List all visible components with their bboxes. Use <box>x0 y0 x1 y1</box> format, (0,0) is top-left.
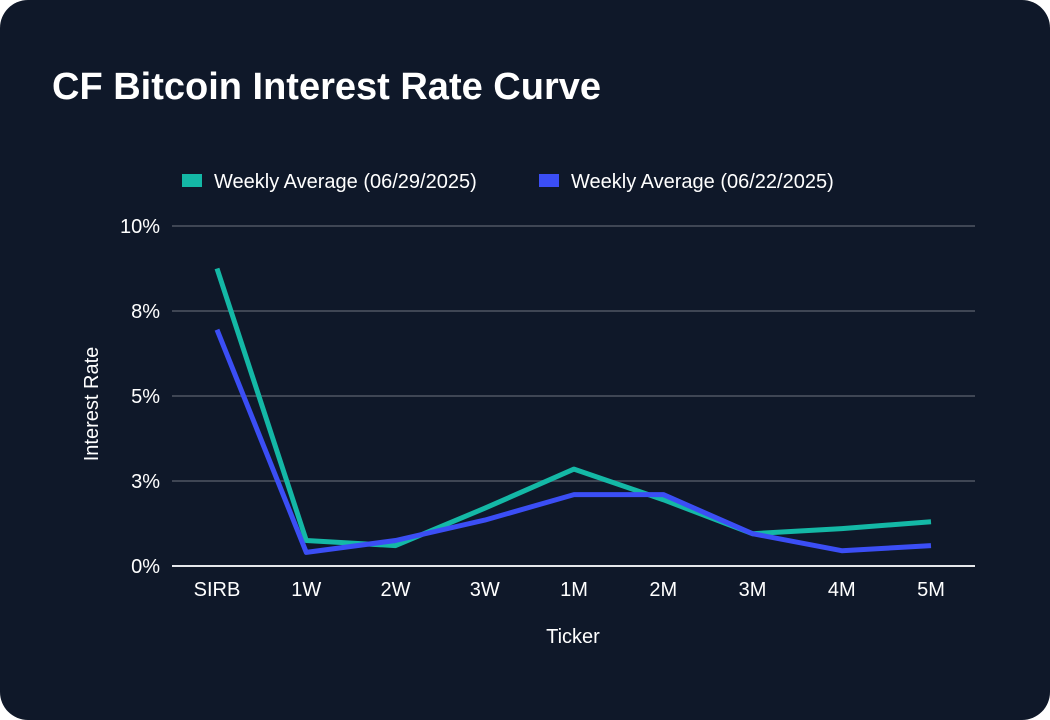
gridlines <box>172 225 975 482</box>
x-tick-label: 3M <box>739 579 767 601</box>
y-axis-ticks: 0% 3% 5% 8% 10% <box>120 216 160 578</box>
legend-swatch-series-1 <box>182 174 202 187</box>
x-tick-label: 2W <box>381 579 411 601</box>
y-tick-label: 8% <box>131 301 160 323</box>
x-axis-label: Ticker <box>546 626 600 648</box>
x-tick-label: SIRB <box>194 579 241 601</box>
x-tick-label: 1W <box>291 579 321 601</box>
x-tick-label: 1M <box>560 579 588 601</box>
legend-swatch-series-2 <box>539 174 559 187</box>
legend-label-series-1: Weekly Average (06/29/2025) <box>214 171 477 193</box>
legend-item-series-1: Weekly Average (06/29/2025) <box>182 171 477 193</box>
legend-label-series-2: Weekly Average (06/22/2025) <box>571 171 834 193</box>
x-tick-label: 2M <box>649 579 677 601</box>
x-tick-label: 4M <box>828 579 856 601</box>
x-tick-label: 5M <box>917 579 945 601</box>
series-line-1 <box>214 267 932 549</box>
chart-title: CF Bitcoin Interest Rate Curve <box>52 66 601 108</box>
y-tick-label: 3% <box>131 471 160 493</box>
y-tick-label: 0% <box>131 556 160 578</box>
y-tick-label: 5% <box>131 386 160 408</box>
y-tick-label: 10% <box>120 216 160 238</box>
legend-item-series-2: Weekly Average (06/22/2025) <box>539 171 834 193</box>
legend: Weekly Average (06/29/2025) Weekly Avera… <box>182 171 834 193</box>
series-line-2 <box>214 328 932 555</box>
y-axis-label: Interest Rate <box>81 347 103 462</box>
x-axis-ticks: SIRB 1W 2W 3W 1M 2M 3M 4M 5M <box>194 579 945 601</box>
series-lines <box>214 267 932 555</box>
x-tick-label: 3W <box>470 579 500 601</box>
